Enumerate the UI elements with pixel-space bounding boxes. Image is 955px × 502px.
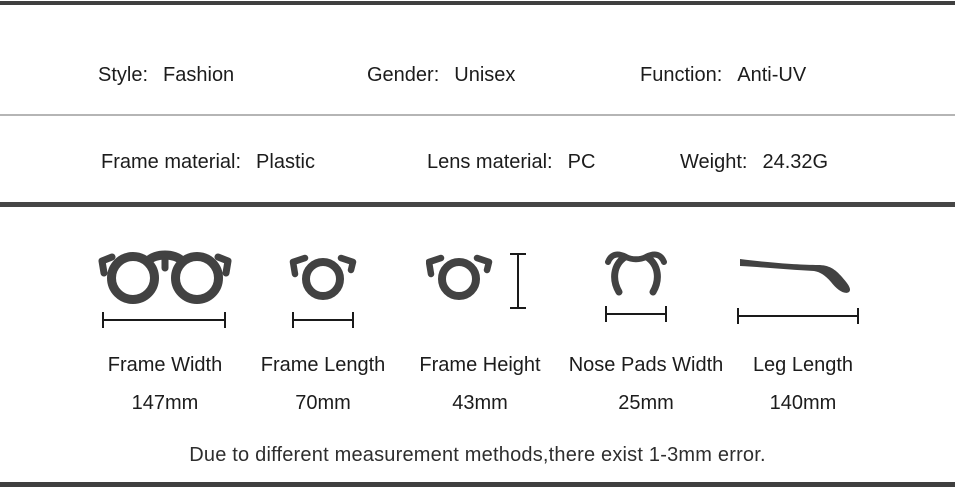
measurement-value: 25mm <box>618 392 674 414</box>
measurement-label: Nose Pads Width <box>568 354 724 376</box>
measurement-frame-width: Frame Width 147mm <box>80 246 250 415</box>
lens-front-icon <box>289 254 357 328</box>
spec-value: Anti-UV <box>737 64 807 86</box>
measurement-label: Frame Length <box>260 354 386 376</box>
measurement-value: 147mm <box>131 392 199 414</box>
temple-arm-icon <box>737 259 859 324</box>
glasses-front-icon <box>98 250 232 328</box>
measurement-leg-length: Leg Length 140mm <box>718 246 888 415</box>
measurement-nose-pads-width: Nose Pads Width 25mm <box>561 246 731 415</box>
spec-value: Fashion <box>163 64 235 86</box>
measurement-value: 43mm <box>452 392 508 414</box>
spec-gender: Gender: Unisex <box>367 64 515 87</box>
measurement-frame-height: Frame Height 43mm <box>395 246 565 415</box>
thin-divider <box>0 114 955 116</box>
measurement-value: 70mm <box>295 392 351 414</box>
measurement-error-note: Due to different measurement methods,the… <box>189 444 766 466</box>
measurement-frame-length: Frame Length 70mm <box>238 246 408 415</box>
spec-value: Unisex <box>454 64 516 86</box>
spec-weight: Weight: 24.32G <box>680 151 828 174</box>
spec-label: Style: <box>98 64 149 86</box>
measurement-value: 140mm <box>769 392 837 414</box>
nose-bridge-icon <box>605 251 667 322</box>
spec-label: Function: <box>640 64 723 86</box>
spec-label: Weight: <box>680 151 748 173</box>
measurement-label: Leg Length <box>752 354 854 376</box>
measurement-label: Frame Width <box>107 354 223 376</box>
spec-frame-material: Frame material: Plastic <box>101 151 315 174</box>
spec-label: Frame material: <box>101 151 242 173</box>
spec-value: Plastic <box>256 151 315 173</box>
middle-divider <box>0 202 955 207</box>
spec-value: PC <box>567 151 596 173</box>
spec-lens-material: Lens material: PC <box>427 151 595 174</box>
spec-label: Gender: <box>367 64 440 86</box>
top-divider <box>0 1 955 5</box>
bottom-divider <box>0 482 955 487</box>
spec-function: Function: Anti-UV <box>640 64 806 87</box>
spec-style: Style: Fashion <box>98 64 234 87</box>
spec-value: 24.32G <box>762 151 829 173</box>
spec-label: Lens material: <box>427 151 553 173</box>
lens-height-icon <box>426 253 526 309</box>
measurement-label: Frame Height <box>419 354 541 376</box>
